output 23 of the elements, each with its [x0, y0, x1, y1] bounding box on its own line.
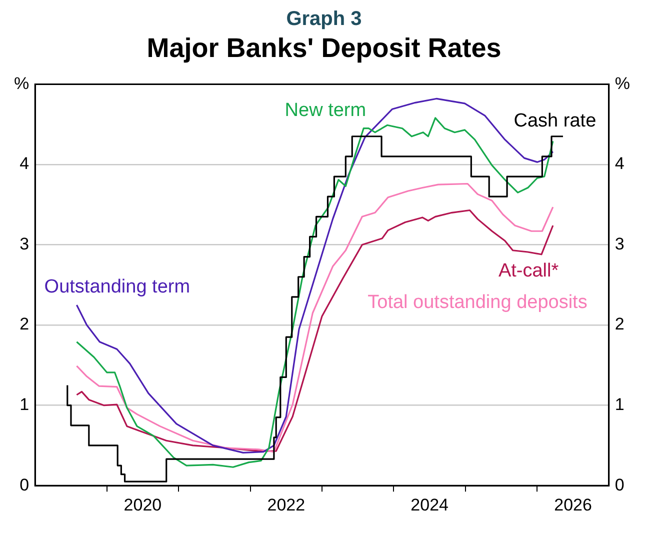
y-tick-label: % [14, 74, 30, 93]
y2-tick-label: 4 [614, 154, 624, 174]
y-tick-label: 2 [20, 314, 30, 334]
y2-tick-label: 1 [614, 395, 624, 414]
series-label: Outstanding term [44, 276, 190, 298]
y2-tick-label: 0 [614, 475, 624, 494]
y-tick-label: 1 [20, 395, 30, 414]
text: Total outstanding deposits [368, 292, 588, 313]
chart-title: Major Banks' Deposit Rates [146, 33, 502, 64]
x-tick-label: 2024 [410, 495, 448, 514]
chart-subtitle: Graph 3 [285, 8, 363, 31]
y-tick-label: 4 [20, 154, 30, 174]
y2-tick-label: 3 [614, 234, 624, 254]
y-tick-label: 3 [20, 234, 30, 254]
x-tick-label: 2022 [267, 495, 306, 514]
y2-tick-label: % [614, 74, 630, 93]
y2-tick-label: 2 [614, 314, 624, 334]
series-label: New term [284, 100, 366, 121]
series-label: At-call* [498, 260, 560, 282]
y-tick-label: 0 [20, 475, 30, 494]
series-label: Cash rate [514, 110, 596, 132]
x-tick-label: 2026 [554, 495, 592, 514]
x-tick-label: 2020 [124, 495, 162, 514]
